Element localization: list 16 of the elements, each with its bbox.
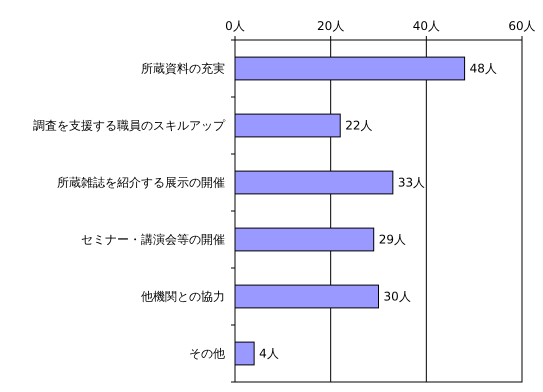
y-tick-label: 他機関との協力 <box>141 290 225 304</box>
data-label: 30人 <box>384 290 411 304</box>
y-tick-label: 所蔵雑誌を紹介する展示の開催 <box>57 176 225 190</box>
data-label: 4人 <box>259 346 279 360</box>
x-tick-label: 0人 <box>225 19 245 33</box>
y-tick-label: セミナー・講演会等の開催 <box>81 232 225 246</box>
x-tick-label: 60人 <box>508 19 536 33</box>
data-label: 33人 <box>398 176 426 190</box>
y-tick-label: その他 <box>189 346 225 360</box>
data-label: 48人 <box>470 62 497 76</box>
x-tick-label: 40人 <box>412 19 440 33</box>
y-tick-label: 調査を支援する職員のスキルアップ <box>33 118 226 132</box>
x-tick-label: 20人 <box>317 19 344 33</box>
data-label: 29人 <box>378 232 406 246</box>
data-label: 22人 <box>345 118 373 132</box>
y-tick-label: 所蔵資料の充実 <box>141 62 225 76</box>
